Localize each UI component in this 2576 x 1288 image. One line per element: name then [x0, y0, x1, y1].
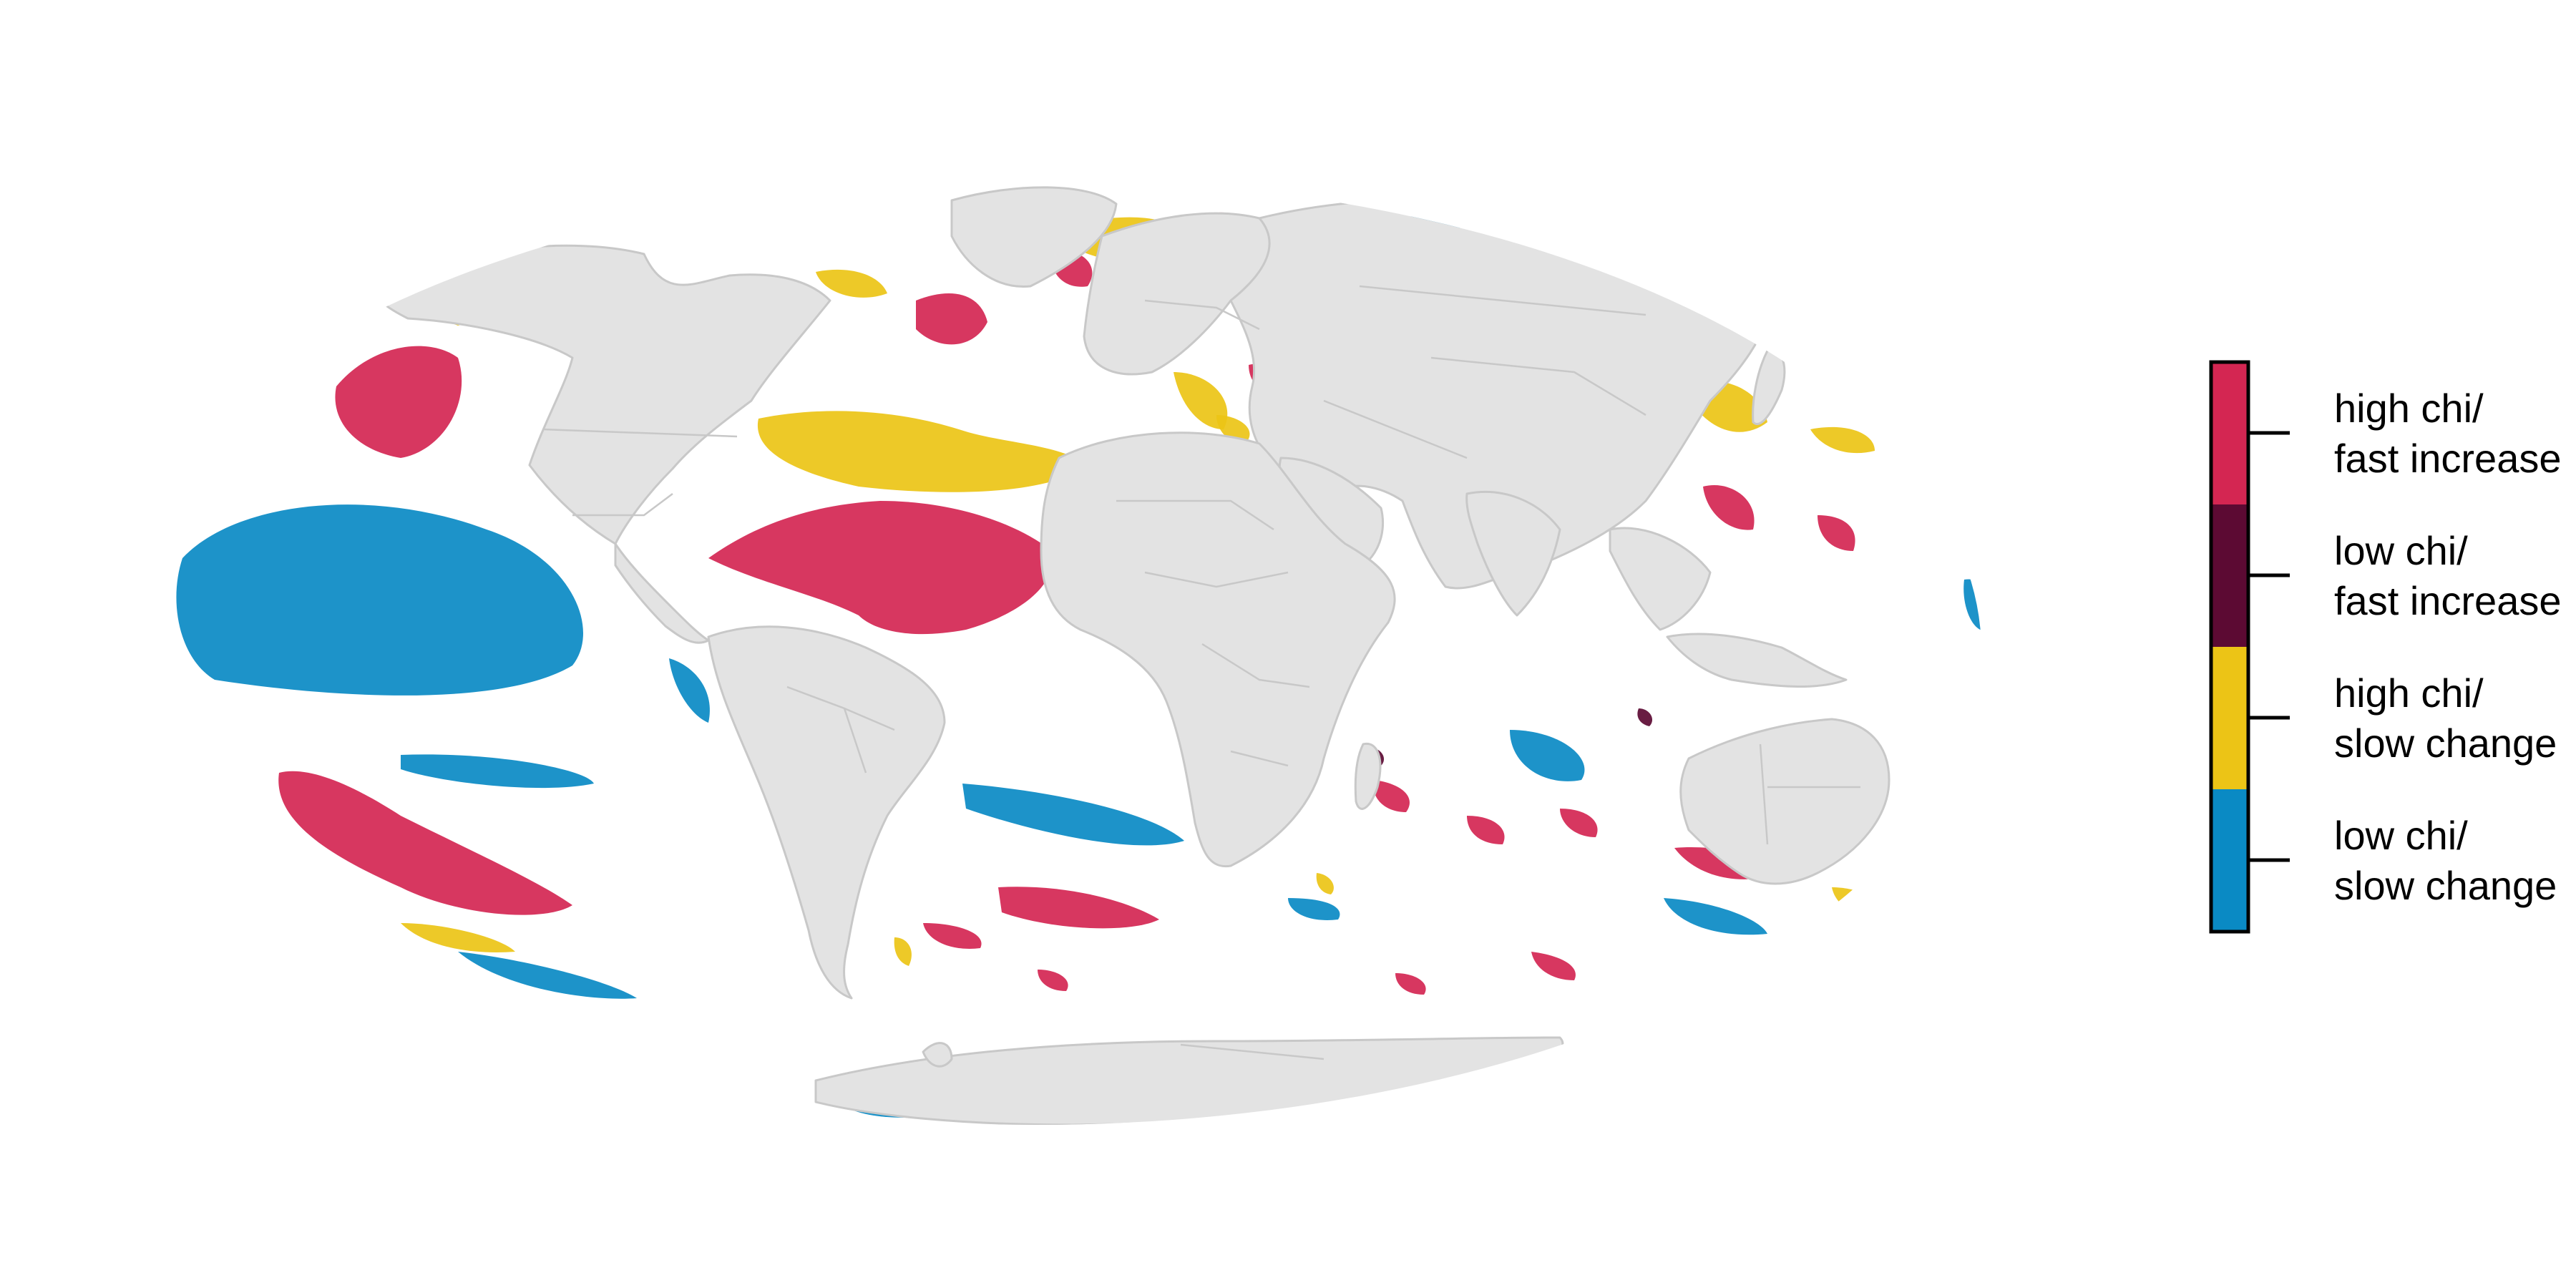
legend-swatch-low-chi-slow-change — [2211, 789, 2248, 932]
legend-label-1-line1: high chi/ — [2334, 386, 2484, 431]
country-borders — [543, 285, 1860, 1060]
land-masses — [371, 186, 1936, 1125]
madagascar — [1354, 742, 1382, 810]
legend-swatch-high-chi-fast-increase — [2211, 362, 2248, 504]
world-map — [89, 177, 1981, 1125]
greenland — [950, 186, 1118, 288]
new-zealand — [1902, 864, 1936, 919]
legend-swatch-low-chi-fast-increase — [2211, 504, 2248, 647]
high-chi-fast-increase-areas — [278, 212, 1925, 995]
legend-label-1-line2: fast increase — [2334, 436, 2562, 481]
indonesia — [1666, 633, 1848, 688]
legend-swatch-high-chi-slow-change — [2211, 647, 2248, 789]
low-chi-slow-change-areas — [176, 216, 1981, 1118]
india — [1465, 490, 1561, 617]
south-america — [707, 625, 946, 1000]
legend-labels: high chi/ fast increase low chi/ fast in… — [2334, 386, 2562, 908]
antarctic-peninsula — [922, 1042, 953, 1068]
legend-ticks — [2248, 431, 2290, 862]
north-america — [371, 244, 831, 545]
legend-color-bar — [2209, 360, 2250, 934]
legend-frame — [2209, 360, 2250, 934]
australia — [1679, 718, 1890, 885]
africa — [1040, 431, 1396, 868]
legend: high chi/ fast increase low chi/ fast in… — [2209, 360, 2562, 934]
southeast-asia — [1609, 527, 1712, 631]
europe — [1083, 212, 1274, 376]
legend-label-3-line1: high chi/ — [2334, 670, 2484, 716]
legend-label-3-line2: slow change — [2334, 721, 2557, 766]
legend-label-2-line2: fast increase — [2334, 578, 2562, 623]
legend-label-4-line2: slow change — [2334, 863, 2557, 908]
legend-label-2-line1: low chi/ — [2334, 528, 2468, 573]
legend-label-4-line1: low chi/ — [2334, 813, 2468, 858]
